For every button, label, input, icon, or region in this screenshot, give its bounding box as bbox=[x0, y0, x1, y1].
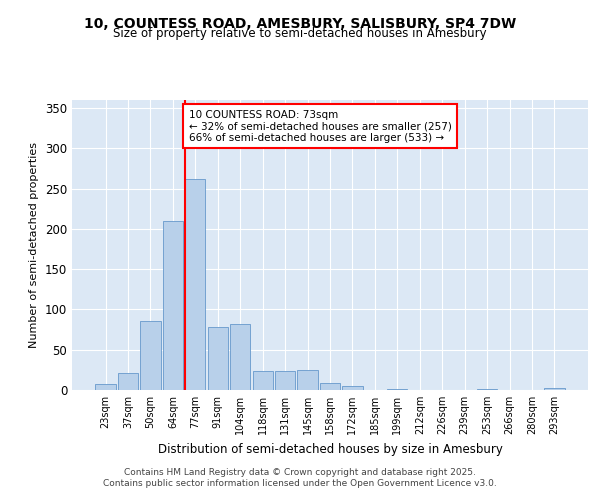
Text: Size of property relative to semi-detached houses in Amesbury: Size of property relative to semi-detach… bbox=[113, 28, 487, 40]
Bar bbox=[320, 383, 340, 390]
Bar bbox=[163, 221, 183, 390]
Y-axis label: Number of semi-detached properties: Number of semi-detached properties bbox=[29, 142, 40, 348]
Bar bbox=[298, 370, 317, 390]
Bar bbox=[275, 370, 295, 390]
Bar bbox=[343, 386, 362, 390]
Bar bbox=[95, 384, 116, 390]
Bar bbox=[253, 372, 273, 390]
Text: Contains HM Land Registry data © Crown copyright and database right 2025.
Contai: Contains HM Land Registry data © Crown c… bbox=[103, 468, 497, 487]
Text: 10 COUNTESS ROAD: 73sqm
← 32% of semi-detached houses are smaller (257)
66% of s: 10 COUNTESS ROAD: 73sqm ← 32% of semi-de… bbox=[188, 110, 451, 143]
Bar bbox=[230, 324, 250, 390]
Bar bbox=[140, 320, 161, 390]
Bar bbox=[118, 373, 138, 390]
Bar bbox=[208, 327, 228, 390]
Bar bbox=[477, 389, 497, 390]
Bar bbox=[185, 179, 205, 390]
Text: 10, COUNTESS ROAD, AMESBURY, SALISBURY, SP4 7DW: 10, COUNTESS ROAD, AMESBURY, SALISBURY, … bbox=[84, 18, 516, 32]
Bar bbox=[387, 389, 407, 390]
X-axis label: Distribution of semi-detached houses by size in Amesbury: Distribution of semi-detached houses by … bbox=[158, 442, 502, 456]
Bar bbox=[544, 388, 565, 390]
